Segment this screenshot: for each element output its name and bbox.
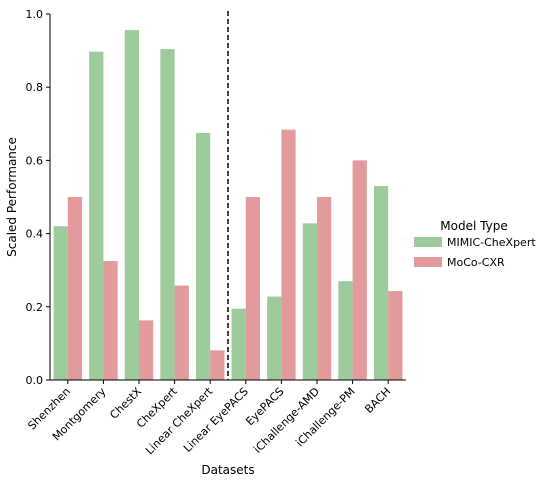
- bar-moco-cxr-2: [139, 320, 154, 380]
- bar-mimic-chexpert-6: [267, 296, 282, 380]
- legend-label: MIMIC-CheXpert: [447, 236, 536, 249]
- bar-mimic-chexpert-7: [302, 223, 317, 380]
- bar-mimic-chexpert-5: [231, 308, 246, 380]
- y-tick-label: 0.4: [26, 228, 44, 241]
- x-tick-label: Linear EyePACS: [181, 385, 251, 455]
- legend: Model Type MIMIC-CheXpert MoCo-CXR: [414, 219, 536, 269]
- x-tick-label: iChallenge-AMD: [251, 385, 322, 456]
- bar-moco-cxr-5: [245, 197, 261, 380]
- bar-mimic-chexpert-2: [124, 30, 139, 380]
- bar-moco-cxr-4: [210, 350, 225, 380]
- y-tick-label: 1.0: [26, 8, 44, 21]
- legend-swatch: [414, 237, 442, 247]
- legend-swatch: [414, 257, 442, 267]
- bar-mimic-chexpert-9: [373, 186, 389, 380]
- bar-moco-cxr-3: [174, 285, 189, 380]
- y-ticks: 0.0 0.2 0.4 0.6 0.8 1.0: [26, 8, 50, 387]
- legend-title: Model Type: [440, 219, 507, 233]
- bar-mimic-chexpert-8: [338, 281, 353, 380]
- y-tick-label: 0.2: [26, 301, 44, 314]
- x-axis-label: Datasets: [201, 463, 254, 477]
- y-tick-label: 0.8: [26, 81, 44, 94]
- y-tick-label: 0.0: [26, 374, 44, 387]
- bars-group: [53, 30, 403, 381]
- x-tick-label: BACH: [362, 385, 393, 416]
- bar-moco-cxr-9: [388, 291, 403, 380]
- bar-moco-cxr-0: [67, 197, 83, 380]
- legend-label: MoCo-CXR: [447, 256, 505, 269]
- bar-mimic-chexpert-3: [160, 49, 175, 381]
- bar-moco-cxr-7: [317, 197, 332, 380]
- y-axis-label: Scaled Performance: [5, 137, 19, 257]
- y-tick-label: 0.6: [26, 154, 44, 167]
- bar-mimic-chexpert-0: [53, 226, 68, 380]
- legend-items: MIMIC-CheXpert MoCo-CXR: [414, 236, 536, 269]
- bar-moco-cxr-6: [281, 129, 296, 380]
- bar-mimic-chexpert-1: [89, 51, 104, 380]
- bar-moco-cxr-1: [103, 261, 118, 380]
- bar-mimic-chexpert-4: [195, 132, 211, 380]
- bar-moco-cxr-8: [352, 160, 367, 380]
